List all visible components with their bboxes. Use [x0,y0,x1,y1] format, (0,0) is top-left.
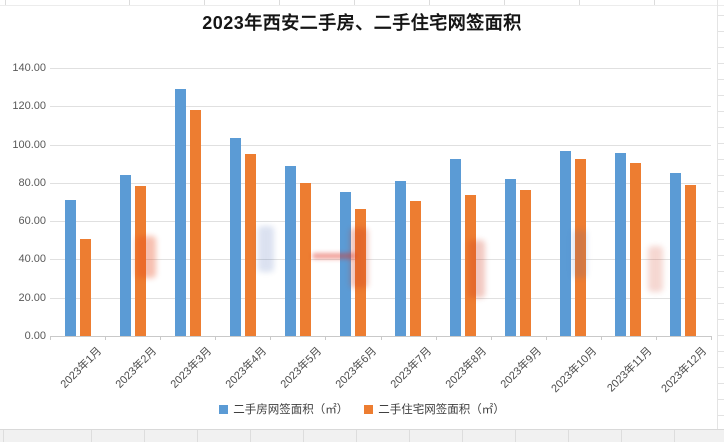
gridline [50,106,711,107]
x-tick-label: 2023年1月 [58,345,105,391]
bar [450,158,462,336]
bar-group [656,68,711,336]
x-tick-label: 2023年7月 [388,345,435,391]
x-axis-labels: 2023年1月 2023年2月 2023年3月 2023年4月 2023年5月 2023年… [50,343,711,405]
y-tick-label: 80.00 [18,177,46,189]
y-tick-label: 100.00 [12,139,46,151]
legend-item: 二手住宅网签面积（㎡） [364,401,505,417]
x-tick [381,336,382,340]
bar [670,173,682,336]
legend-swatch-icon [219,404,229,414]
bar [505,178,517,336]
bar [284,166,296,336]
y-axis-labels: 140.00 120.00 100.00 80.00 60.00 40.00 20.00 0.… [0,62,46,348]
gridline [50,183,711,184]
spreadsheet-strip-bottom [0,429,724,442]
bar-group [380,68,435,336]
bar-group [215,68,270,336]
legend: 二手房网签面积（㎡） 二手住宅网签面积（㎡） [0,401,724,417]
gridline [50,68,711,69]
x-tick [215,336,216,340]
x-tick-label: 2023年9月 [498,345,545,391]
x-tick [160,336,161,340]
x-tick-label: 2023年6月 [333,345,380,391]
legend-swatch-icon [364,404,374,414]
spreadsheet-strip-top [0,0,724,6]
x-tick-label: 2023年12月 [659,345,710,396]
bar [174,89,186,336]
bar-group [436,68,491,336]
gridline [50,221,711,222]
x-tick [436,336,437,340]
x-axis-ticks [50,336,712,341]
bar [395,181,406,336]
bar-group [50,68,105,336]
x-tick-label: 2023年4月 [223,345,270,391]
bar-groups [50,68,711,336]
bar [630,162,642,336]
x-tick-label: 2023年2月 [113,345,160,391]
bar [229,138,241,336]
bar [685,185,697,336]
bar-group [601,68,656,336]
x-tick [711,336,712,340]
y-tick-label: 0.00 [24,330,46,342]
x-tick-label: 2023年3月 [168,345,215,391]
gridline [50,259,711,260]
bar [560,150,572,336]
gridline [50,298,711,299]
bar-group [491,68,546,336]
bar-group [105,68,160,336]
x-tick [325,336,326,340]
x-tick-label: 2023年5月 [278,345,325,391]
bar-group [160,68,215,336]
x-tick [491,336,492,340]
bar [520,190,532,336]
y-tick-label: 40.00 [18,253,46,265]
x-tick-label: 2023年8月 [443,345,490,391]
gridline [50,145,711,146]
chart-title: 2023年西安二手房、二手住宅网签面积 [202,13,522,33]
x-tick [601,336,602,340]
y-tick-label: 60.00 [18,215,46,227]
bar-group [325,68,380,336]
bar [119,175,131,336]
legend-item: 二手房网签面积（㎡） [219,401,348,417]
bar [615,153,627,336]
bar [410,201,421,336]
y-tick-label: 120.00 [12,100,46,112]
bar [339,191,351,336]
legend-label: 二手房网签面积（㎡） [233,404,349,416]
x-tick [546,336,547,340]
x-tick [105,336,106,340]
x-tick [270,336,271,340]
x-tick-label: 2023年10月 [549,345,600,396]
x-tick [50,336,51,340]
bar [575,158,587,336]
bar [189,110,201,336]
bar [134,186,146,336]
bar [244,153,256,336]
y-tick-label: 20.00 [18,292,46,304]
bar [465,195,477,336]
bar [79,238,91,336]
bar [299,182,311,336]
spreadsheet-strip-right [717,0,724,442]
bar [64,199,76,336]
legend-label: 二手住宅网签面积（㎡） [378,404,505,416]
y-tick-label: 140.00 [12,62,46,74]
x-tick [656,336,657,340]
bar [354,208,366,336]
x-tick-label: 2023年11月 [605,345,655,395]
bar-group [270,68,325,336]
plot-area [50,68,711,337]
bar-group [546,68,601,336]
